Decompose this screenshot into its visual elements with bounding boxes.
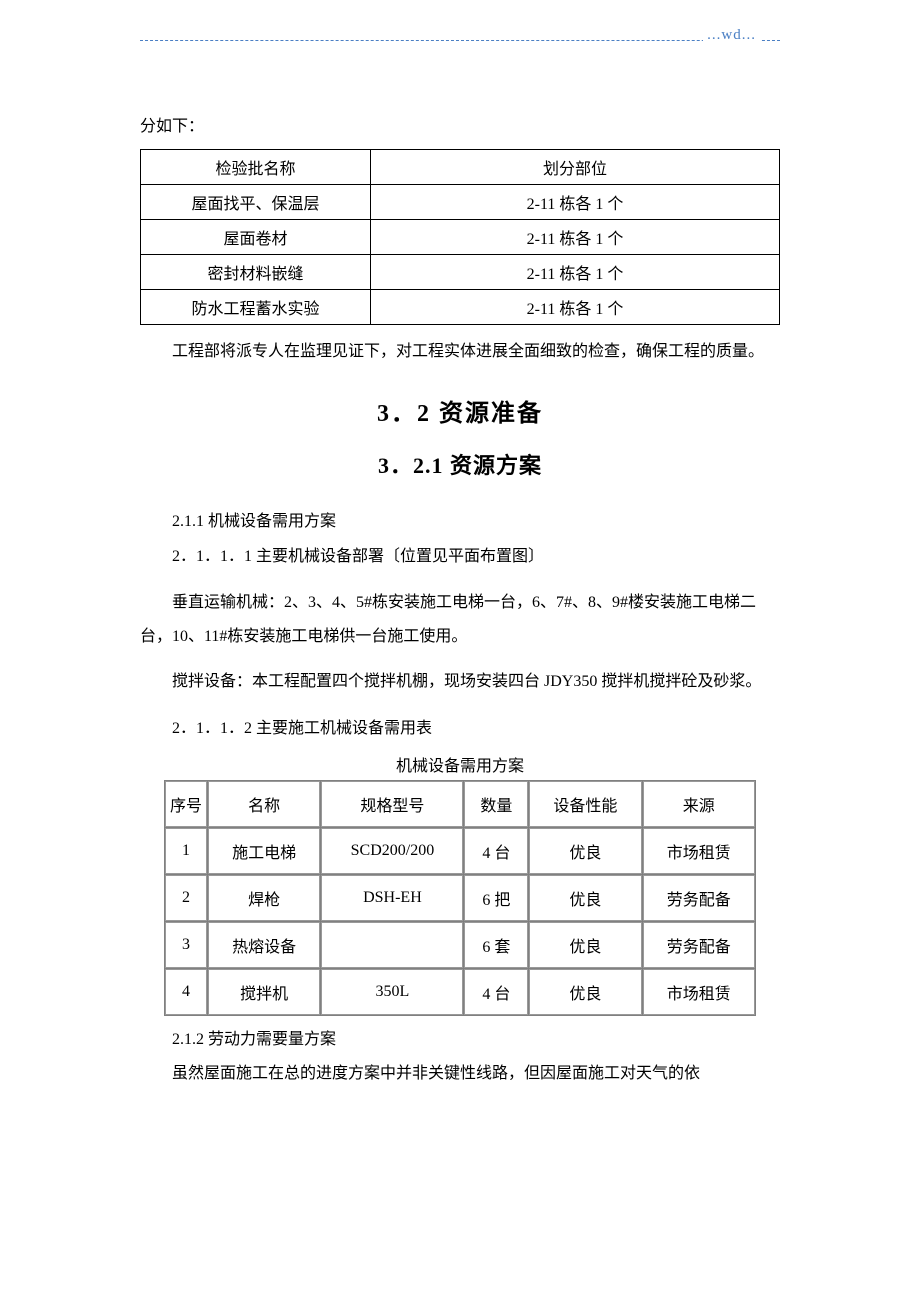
spacer (140, 699, 780, 711)
table-row: 密封材料嵌缝 2-11 栋各 1 个 (141, 255, 780, 290)
col-perf: 设备性能 (529, 781, 641, 827)
cell: DSH-EH (321, 875, 463, 921)
cell: 2-11 栋各 1 个 (371, 255, 780, 290)
col-name: 名称 (208, 781, 320, 827)
col-qty: 数量 (464, 781, 528, 827)
heading-2-1-1-2: 2．1．1．2 主要施工机械设备需用表 (140, 711, 780, 746)
spacer (140, 653, 780, 665)
cell: 2-11 栋各 1 个 (371, 185, 780, 220)
equipment-table-title: 机械设备需用方案 (140, 752, 780, 776)
cell: 搅拌机 (208, 969, 320, 1015)
cell: 6 套 (464, 922, 528, 968)
cell: 优良 (529, 828, 641, 874)
cell: 热熔设备 (208, 922, 320, 968)
cell: 劳务配备 (643, 922, 755, 968)
cell: 4 (165, 969, 207, 1015)
header-watermark: ...wd... (703, 27, 760, 44)
header-divider: ...wd... (140, 40, 780, 41)
paragraph-last: 虽然屋面施工在总的进度方案中并非关键性线路，但因屋面施工对天气的依 (140, 1057, 780, 1091)
cell: 防水工程蓄水实验 (141, 290, 371, 325)
cell: 优良 (529, 922, 641, 968)
cell: 2 (165, 875, 207, 921)
cell: 屋面卷材 (141, 220, 371, 255)
table-row: 屋面卷材 2-11 栋各 1 个 (141, 220, 780, 255)
page-container: ...wd... 分如下： 检验批名称 划分部位 屋面找平、保温层 2-11 栋… (0, 40, 920, 1091)
col-header-division: 划分部位 (371, 150, 780, 185)
cell: 3 (165, 922, 207, 968)
cell: 2-11 栋各 1 个 (371, 290, 780, 325)
heading-2-1-1-1: 2．1．1．1 主要机械设备部署〔位置见平面布置图〕 (140, 539, 780, 574)
col-source: 来源 (643, 781, 755, 827)
table-row: 3 热熔设备 6 套 优良 劳务配备 (165, 922, 755, 968)
cell: 4 台 (464, 969, 528, 1015)
paragraph-vertical-transport: 垂直运输机械：2、3、4、5#栋安装施工电梯一台，6、7#、8、9#楼安装施工电… (140, 586, 780, 653)
cell: 优良 (529, 969, 641, 1015)
paragraph-quality: 工程部将派专人在监理见证下，对工程实体进展全面细致的检查，确保工程的质量。 (140, 335, 780, 369)
cell: 2-11 栋各 1 个 (371, 220, 780, 255)
cell: 密封材料嵌缝 (141, 255, 371, 290)
table-header-row: 序号 名称 规格型号 数量 设备性能 来源 (165, 781, 755, 827)
section-3-2-title: 3．2 资源准备 (140, 393, 780, 428)
equipment-table: 序号 名称 规格型号 数量 设备性能 来源 1 施工电梯 SCD200/200 … (164, 780, 756, 1016)
cell: 优良 (529, 875, 641, 921)
cell: 施工电梯 (208, 828, 320, 874)
cell: 350L (321, 969, 463, 1015)
cell: 1 (165, 828, 207, 874)
table-row: 4 搅拌机 350L 4 台 优良 市场租赁 (165, 969, 755, 1015)
cell: 屋面找平、保温层 (141, 185, 371, 220)
col-header-name: 检验批名称 (141, 150, 371, 185)
col-spec: 规格型号 (321, 781, 463, 827)
spacer (140, 574, 780, 586)
cell: 市场租赁 (643, 969, 755, 1015)
cell: 劳务配备 (643, 875, 755, 921)
table-row: 2 焊枪 DSH-EH 6 把 优良 劳务配备 (165, 875, 755, 921)
cell: 焊枪 (208, 875, 320, 921)
col-seq: 序号 (165, 781, 207, 827)
section-3-2-1-title: 3．2.1 资源方案 (140, 448, 780, 480)
heading-2-1-2: 2.1.2 劳动力需要量方案 (140, 1022, 780, 1057)
inspection-batch-table: 检验批名称 划分部位 屋面找平、保温层 2-11 栋各 1 个 屋面卷材 2-1… (140, 149, 780, 325)
paragraph-mixer: 搅拌设备：本工程配置四个搅拌机棚，现场安装四台 JDY350 搅拌机搅拌砼及砂浆… (140, 665, 780, 699)
cell: SCD200/200 (321, 828, 463, 874)
table-row: 屋面找平、保温层 2-11 栋各 1 个 (141, 185, 780, 220)
intro-text: 分如下： (140, 111, 780, 143)
cell: 4 台 (464, 828, 528, 874)
equipment-table-wrapper: 序号 名称 规格型号 数量 设备性能 来源 1 施工电梯 SCD200/200 … (140, 780, 780, 1016)
cell (321, 922, 463, 968)
cell: 6 把 (464, 875, 528, 921)
table-row: 防水工程蓄水实验 2-11 栋各 1 个 (141, 290, 780, 325)
heading-2-1-1: 2.1.1 机械设备需用方案 (140, 504, 780, 539)
table-row: 1 施工电梯 SCD200/200 4 台 优良 市场租赁 (165, 828, 755, 874)
table-header-row: 检验批名称 划分部位 (141, 150, 780, 185)
cell: 市场租赁 (643, 828, 755, 874)
